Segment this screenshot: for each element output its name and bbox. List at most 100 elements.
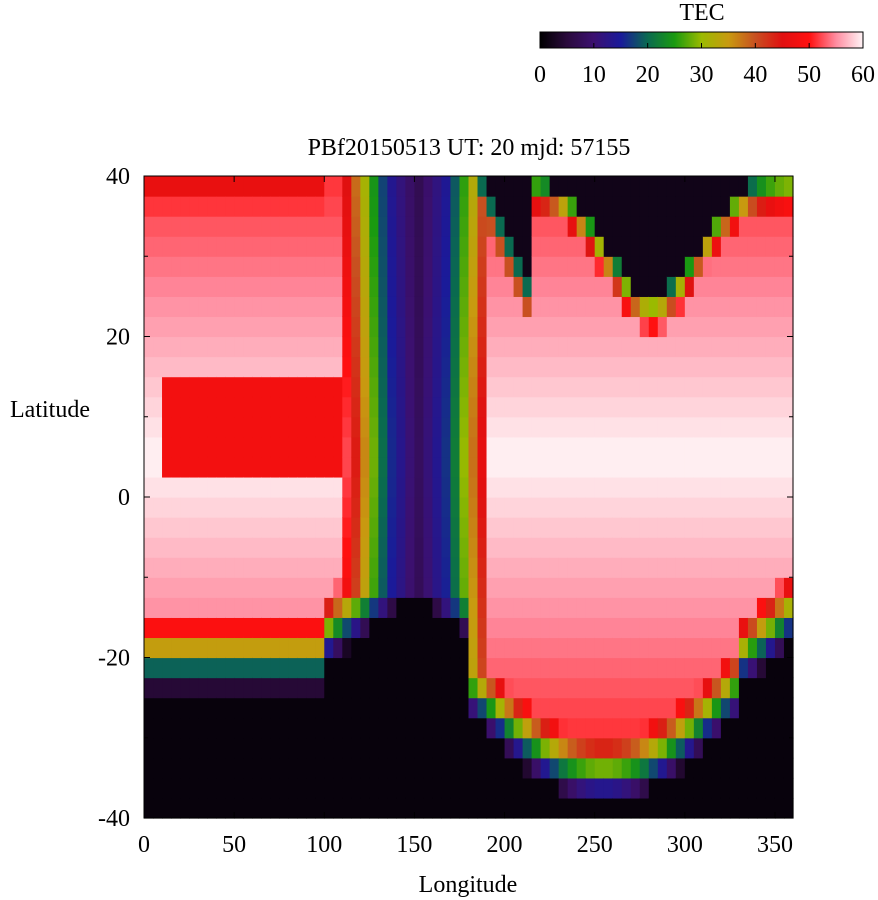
heatmap-cell [612,657,623,679]
heatmap-cell [243,657,253,679]
heatmap-cell [711,517,722,538]
heatmap-cell [738,497,749,518]
heatmap-cell [225,557,235,578]
heatmap-cell [198,697,208,719]
heatmap-cell [270,637,280,659]
heatmap-cell [567,456,578,478]
heatmap-cell [585,497,596,518]
heatmap-cell [144,677,154,699]
heatmap-cell [216,396,226,418]
heatmap-cell [747,236,758,257]
heatmap-cell [450,657,461,679]
heatmap-cell [495,577,506,598]
heatmap-cell [270,737,280,759]
heatmap-cell [648,557,659,578]
heatmap-cell [666,196,677,217]
heatmap-cell [756,717,767,739]
heatmap-cell [702,316,713,338]
heatmap-cell [504,196,515,217]
heatmap-cell [450,436,461,458]
heatmap-cell [207,216,217,237]
heatmap-cell [162,456,172,478]
heatmap-cell [477,236,488,257]
heatmap-cell [720,336,731,358]
heatmap-cell [684,396,695,418]
heatmap-cell [612,497,623,518]
heatmap-cell [279,476,289,498]
heatmap-cell [765,517,776,538]
heatmap-cell [594,456,605,478]
heatmap-cell [585,216,596,237]
heatmap-cell [486,336,497,358]
heatmap-cell [378,376,388,398]
heatmap-cell [153,757,163,779]
heatmap-cell [342,697,352,719]
heatmap-cell [459,597,470,618]
heatmap-cell [423,416,434,438]
heatmap-cell [360,557,370,578]
heatmap-cell [522,757,533,779]
heatmap-cell [333,256,343,277]
heatmap-cell [513,777,524,799]
heatmap-cell [729,657,740,679]
heatmap-cell [540,456,551,478]
heatmap-cell [468,617,479,639]
heatmap-cell [621,617,632,639]
heatmap-cell [459,336,470,358]
heatmap-cell [675,557,686,578]
heatmap-cell [414,697,425,719]
heatmap-cell [405,416,416,438]
heatmap-cell [324,757,334,779]
heatmap-cell [711,436,722,458]
heatmap-cell [180,476,190,498]
heatmap-cell [576,637,587,659]
heatmap-cell [621,517,632,538]
heatmap-cell [729,577,740,598]
heatmap-cell [360,517,370,538]
heatmap-cell [459,677,470,699]
heatmap-cell [639,416,650,438]
heatmap-cell [342,336,352,358]
heatmap-cell [288,416,298,438]
heatmap-cell [324,296,334,318]
heatmap-cell [288,597,298,618]
heatmap-cell [540,176,551,197]
heatmap-cell [603,196,614,217]
heatmap-cell [279,657,289,679]
heatmap-cell [576,657,587,679]
heatmap-cell [765,356,776,378]
heatmap-cell [774,436,785,458]
heatmap-cell [378,396,388,418]
heatmap-cell [549,797,560,819]
heatmap-cell [162,276,172,297]
heatmap-cell [639,777,650,799]
heatmap-cell [423,456,434,478]
heatmap-cell [558,797,569,819]
heatmap-cell [711,256,722,277]
heatmap-cell [387,797,397,819]
heatmap-cell [648,677,659,699]
heatmap-cell [324,557,334,578]
heatmap-cell [747,557,758,578]
heatmap-cell [783,497,794,518]
heatmap-cell [765,777,776,799]
heatmap-cell [711,236,722,257]
heatmap-cell [342,416,352,438]
heatmap-cell [171,777,181,799]
heatmap-cell [207,176,217,197]
heatmap-cell [387,176,397,197]
heatmap-cell [297,436,307,458]
colorbar-tick-label: 30 [690,62,714,88]
heatmap-cell [306,677,316,699]
heatmap-cell [297,637,307,659]
heatmap-cell [378,196,388,217]
heatmap-cell [729,537,740,558]
heatmap-cell [540,617,551,639]
heatmap-cell [630,677,641,699]
heatmap-cell [144,657,154,679]
heatmap-cell [657,376,668,398]
heatmap-cell [387,497,397,518]
heatmap-cell [693,416,704,438]
heatmap-cell [333,677,343,699]
heatmap-cell [441,777,452,799]
